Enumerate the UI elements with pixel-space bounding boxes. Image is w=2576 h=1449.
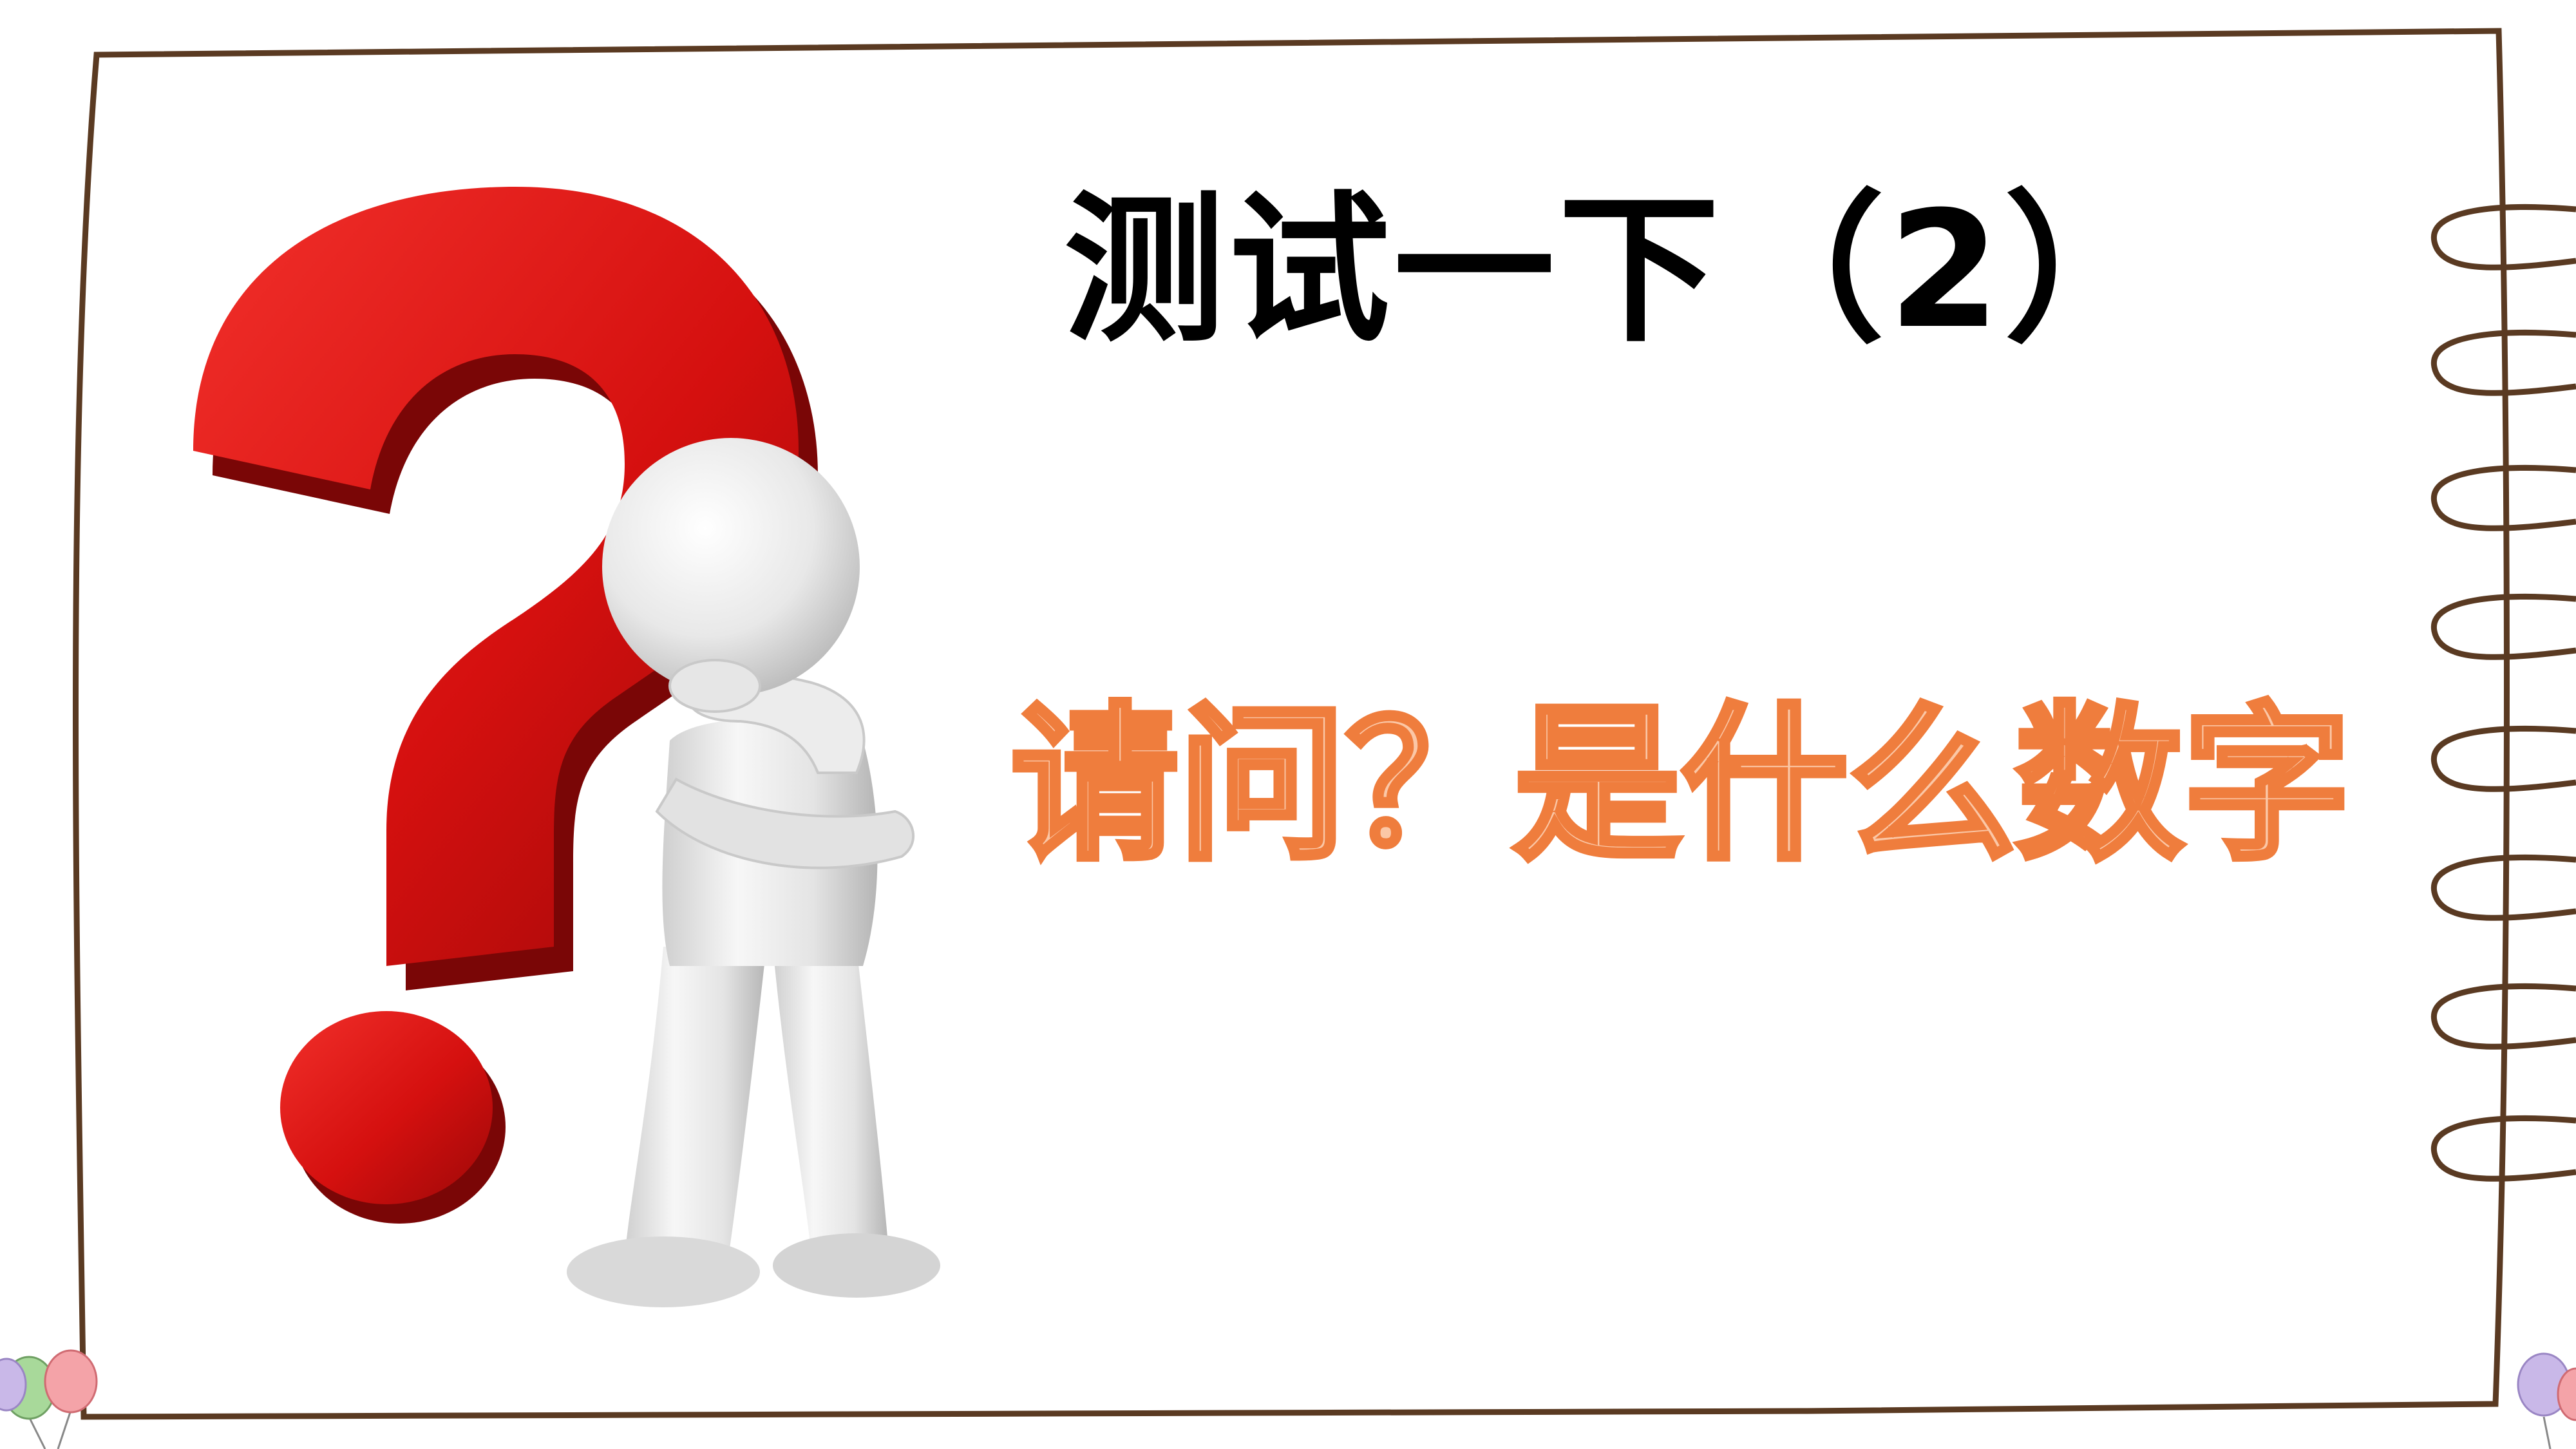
balloons-icon [0, 1349, 98, 1449]
question-mark-icon [193, 187, 818, 1224]
slide-title: 测试一下（2） [1064, 176, 2169, 364]
question-text: 请问？是什么数字 [1009, 686, 2354, 886]
spiral-binding-rings-icon [2430, 204, 2576, 1182]
thinking-person-figure-icon [567, 438, 940, 1307]
balloons-right-icon [2517, 1352, 2576, 1449]
